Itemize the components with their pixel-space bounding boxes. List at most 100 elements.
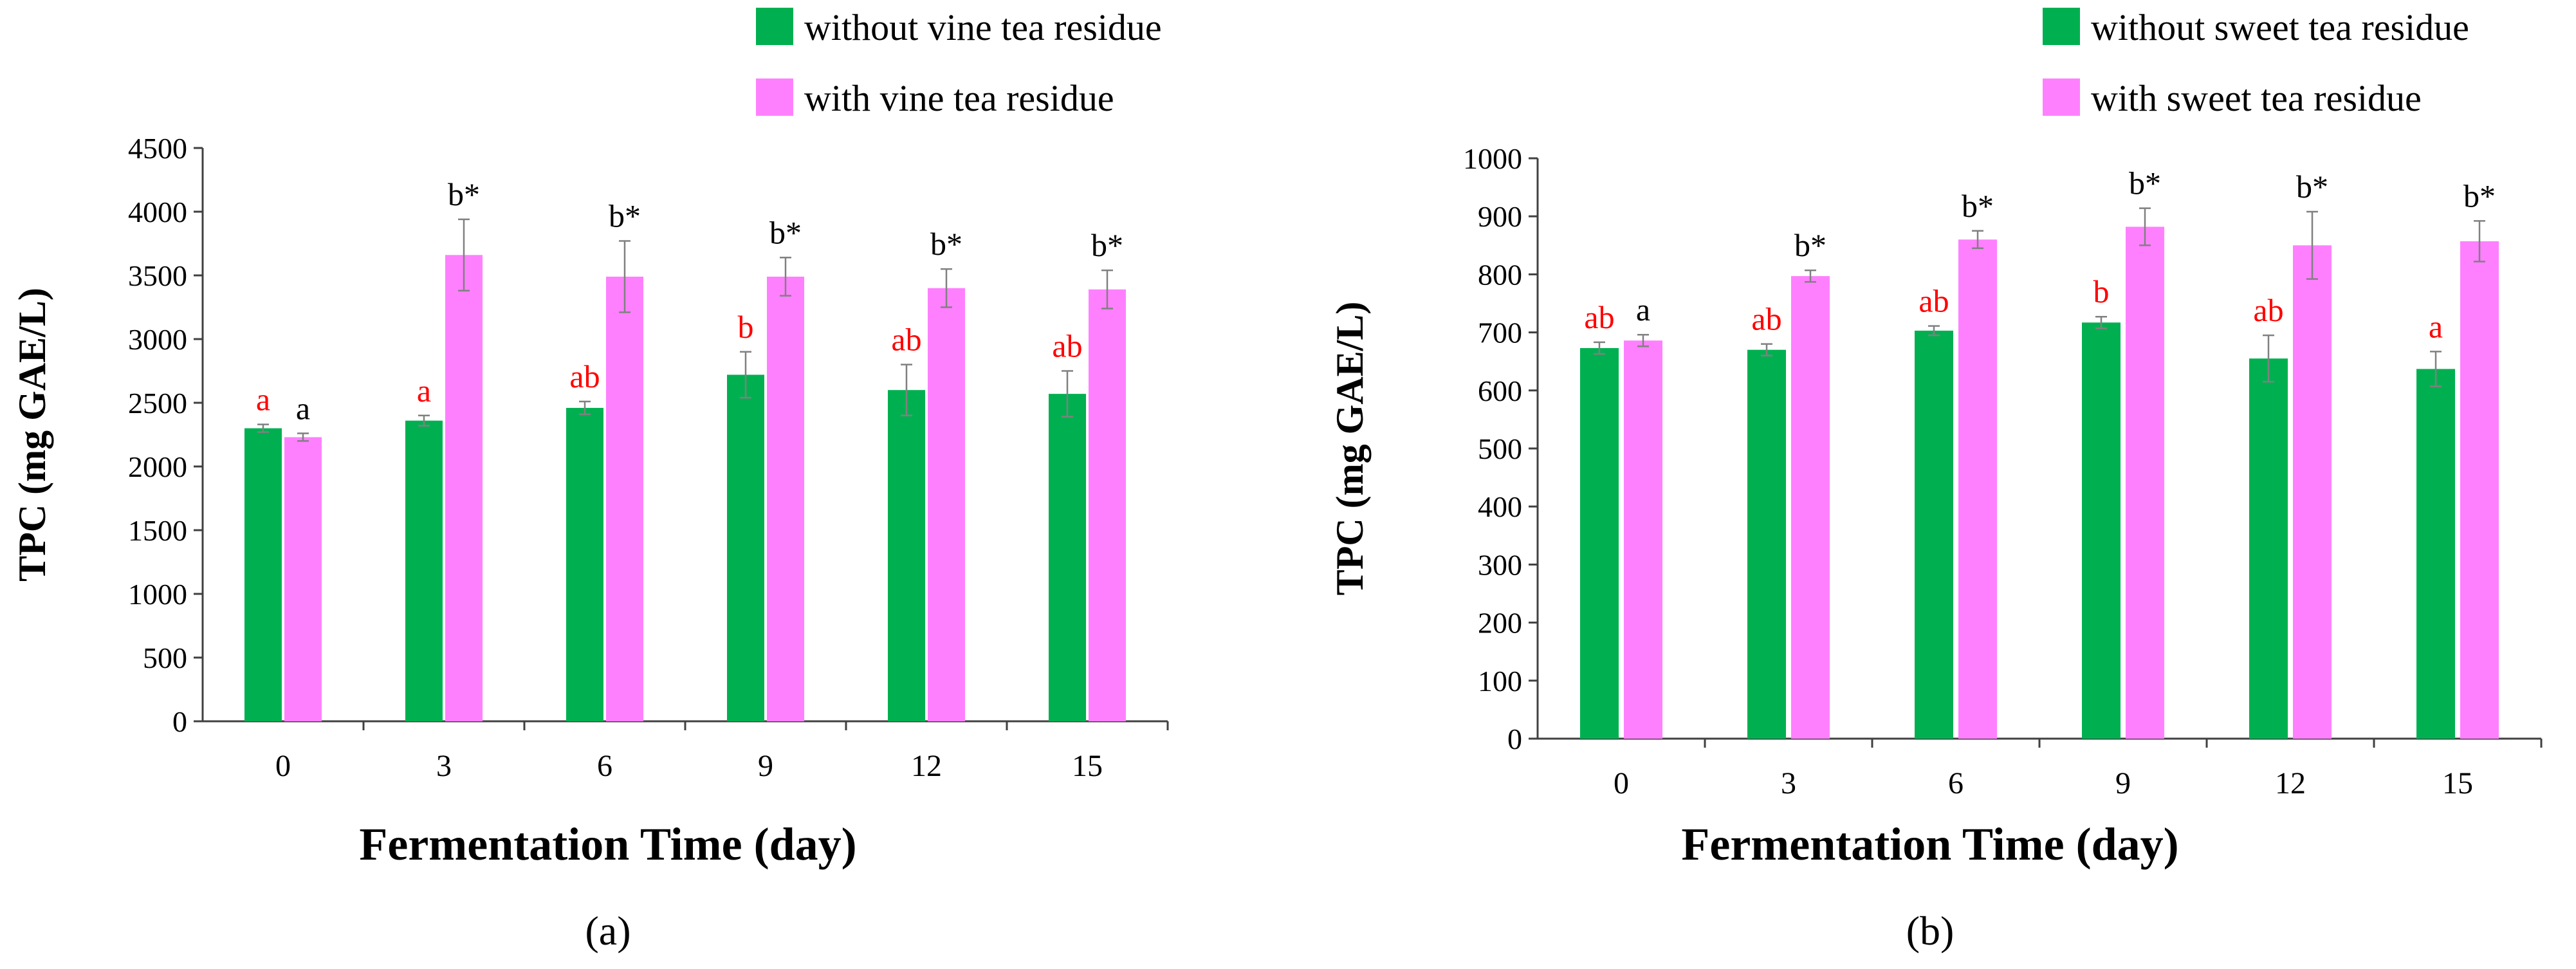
bar-with-residue xyxy=(928,288,965,721)
x-tick-label: 6 xyxy=(597,749,612,783)
bar-with-residue xyxy=(2460,241,2499,739)
bar-with-residue xyxy=(1624,340,1662,739)
x-axis-title: Fermentation Time (day) xyxy=(1681,818,2178,870)
x-tick-label: 9 xyxy=(2115,766,2131,800)
legend-swatch-with xyxy=(756,78,793,116)
y-tick-label: 0 xyxy=(1507,723,1522,755)
significance-label: b* xyxy=(2129,165,2161,201)
y-tick-label: 400 xyxy=(1478,490,1522,523)
y-tick-label: 4000 xyxy=(128,196,187,228)
x-tick-label: 12 xyxy=(2275,766,2306,800)
y-tick-label: 4500 xyxy=(128,132,187,165)
significance-label: a xyxy=(256,382,270,418)
significance-label: ab xyxy=(891,322,921,358)
bar-with-residue xyxy=(606,276,643,722)
x-tick-label: 15 xyxy=(2442,766,2473,800)
y-tick-label: 800 xyxy=(1478,258,1522,291)
panel-label: (b) xyxy=(1906,908,1955,954)
significance-label: ab xyxy=(2253,292,2283,328)
y-tick-label: 2500 xyxy=(128,387,187,420)
bar-with-residue xyxy=(1958,239,1997,739)
bar-without-residue xyxy=(244,428,282,721)
bar-without-residue xyxy=(888,390,925,721)
bar-without-residue xyxy=(1747,349,1786,739)
x-tick-label: 15 xyxy=(1072,749,1103,783)
significance-label: b* xyxy=(769,214,802,250)
legend-label: without vine tea residue xyxy=(804,6,1162,48)
bar-without-residue xyxy=(1915,330,1953,739)
y-tick-label: 100 xyxy=(1478,665,1522,697)
bar-with-residue xyxy=(2293,245,2332,739)
legend-label: with vine tea residue xyxy=(804,77,1114,119)
significance-label: b* xyxy=(448,176,480,212)
legend-swatch-with xyxy=(2043,78,2080,116)
y-tick-label: 0 xyxy=(172,705,187,738)
y-tick-label: 1000 xyxy=(128,578,187,611)
significance-label: a xyxy=(2429,308,2443,344)
significance-label: ab xyxy=(1052,328,1082,364)
y-tick-label: 1500 xyxy=(128,514,187,547)
bar-with-residue xyxy=(284,437,322,721)
significance-label: b* xyxy=(609,198,641,234)
legend-swatch-without xyxy=(756,8,793,45)
bar-without-residue xyxy=(727,374,764,721)
significance-label: ab xyxy=(569,358,600,394)
x-tick-label: 0 xyxy=(1614,766,1629,800)
bar-with-residue xyxy=(445,255,483,721)
significance-label: b* xyxy=(1091,227,1123,263)
significance-label: b* xyxy=(930,226,962,262)
bar-without-residue xyxy=(2416,369,2455,739)
legend-label: with sweet tea residue xyxy=(2091,77,2422,119)
y-tick-label: 900 xyxy=(1478,200,1522,233)
y-tick-label: 3000 xyxy=(128,323,187,356)
legend: without vine tea residue with vine tea re… xyxy=(756,6,1162,119)
significance-label: a xyxy=(1636,291,1650,328)
significance-label: b* xyxy=(1962,188,1994,224)
significance-label: ab xyxy=(1751,301,1781,337)
y-tick-label: 2000 xyxy=(128,450,187,483)
x-tick-label: 6 xyxy=(1948,766,1964,800)
legend: without sweet tea residue with sweet tea … xyxy=(2043,6,2469,119)
bar-with-residue xyxy=(1791,276,1830,739)
y-tick-label: 600 xyxy=(1478,374,1522,407)
bar-without-residue xyxy=(1580,347,1619,739)
significance-label: b xyxy=(2093,273,2110,309)
significance-label: ab xyxy=(1918,283,1949,319)
significance-label: b* xyxy=(2463,178,2496,214)
significance-label: ab xyxy=(1584,299,1614,335)
x-tick-label: 3 xyxy=(1781,766,1796,800)
x-tick-label: 3 xyxy=(436,749,452,783)
bar-with-residue xyxy=(1089,289,1126,721)
y-tick-label: 3500 xyxy=(128,259,187,292)
bar-without-residue xyxy=(2082,322,2121,739)
panel-label: (a) xyxy=(585,908,630,954)
x-tick-label: 12 xyxy=(911,749,942,783)
significance-label: b xyxy=(738,309,754,345)
y-tick-label: 500 xyxy=(1478,432,1522,465)
y-tick-label: 700 xyxy=(1478,317,1522,349)
x-tick-label: 0 xyxy=(275,749,291,783)
significance-label: a xyxy=(296,391,310,427)
y-tick-label: 200 xyxy=(1478,607,1522,640)
legend-label: without sweet tea residue xyxy=(2091,6,2469,48)
bar-without-residue xyxy=(2249,358,2288,739)
y-tick-label: 1000 xyxy=(1463,142,1522,175)
y-axis-title: TPC (mg GAE/L) xyxy=(11,288,53,582)
bar-with-residue xyxy=(2126,226,2164,739)
legend-swatch-without xyxy=(2043,8,2080,45)
y-tick-label: 300 xyxy=(1478,548,1522,581)
x-axis-title: Fermentation Time (day) xyxy=(359,818,856,870)
x-tick-label: 9 xyxy=(758,749,773,783)
bar-without-residue xyxy=(1049,394,1086,721)
y-tick-label: 500 xyxy=(143,641,187,674)
significance-label: a xyxy=(417,373,431,409)
bar-with-residue xyxy=(767,276,804,722)
significance-label: b* xyxy=(2296,169,2328,205)
y-axis-title: TPC (mg GAE/L) xyxy=(1329,302,1371,596)
bar-without-residue xyxy=(405,420,443,721)
bar-without-residue xyxy=(566,407,603,721)
significance-label: b* xyxy=(1794,227,1826,263)
